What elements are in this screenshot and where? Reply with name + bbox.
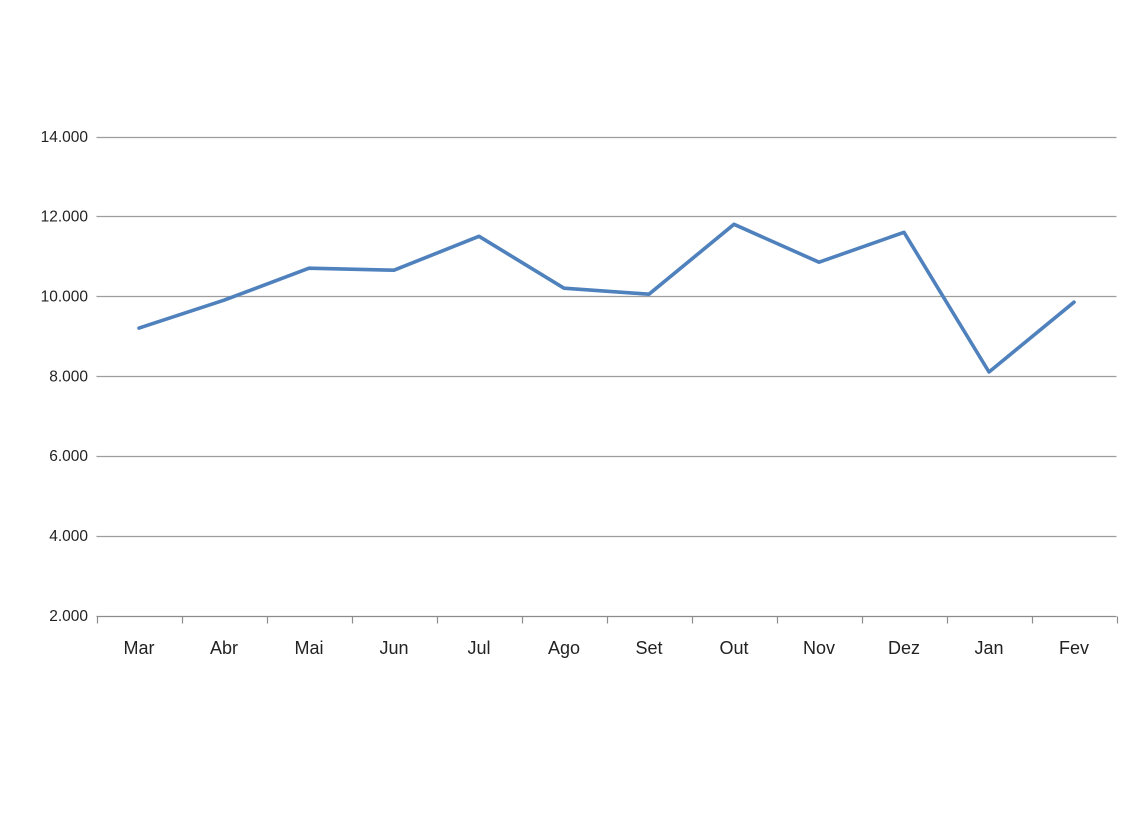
x-axis-tick-label: Ago (548, 638, 580, 658)
x-axis-labels-group: Mar Abr Mai Jun Jul Ago Set Out Nov Dez Jan Fev (124, 638, 1090, 658)
y-axis-labels-group: 2.000 4.000 6.000 8.000 10.000 12.000 14.000 (41, 129, 89, 625)
y-axis-tick-label: 10.000 (41, 288, 89, 305)
gridlines-group (96, 136, 1117, 538)
x-axis-tick-label: Out (719, 638, 748, 658)
x-axis-tick-label: Dez (888, 638, 920, 658)
x-axis-tick-label: Jun (379, 638, 408, 658)
x-axis-tick-label: Jul (467, 638, 490, 658)
x-axis-tick-label: Set (635, 638, 662, 658)
x-axis-tick-label: Nov (803, 638, 835, 658)
x-axis-tick-label: Mai (294, 638, 323, 658)
y-axis-tick-label: 4.000 (49, 528, 88, 545)
y-axis-tick-label: 8.000 (49, 368, 88, 385)
data-series-line (137, 222, 1076, 374)
y-axis-tick-label: 2.000 (49, 608, 88, 625)
x-axis-tick-label: Mar (124, 638, 155, 658)
y-axis-tick-label: 14.000 (41, 129, 89, 146)
x-axis-tick-label: Jan (974, 638, 1003, 658)
y-axis-tick-label: 6.000 (49, 448, 88, 465)
x-axis-tick-label: Abr (210, 638, 238, 658)
x-axis-tick-label: Fev (1059, 638, 1089, 658)
data-series-group (137, 222, 1076, 374)
x-axis-group (96, 615, 1119, 624)
y-axis-tick-label: 12.000 (41, 209, 89, 226)
